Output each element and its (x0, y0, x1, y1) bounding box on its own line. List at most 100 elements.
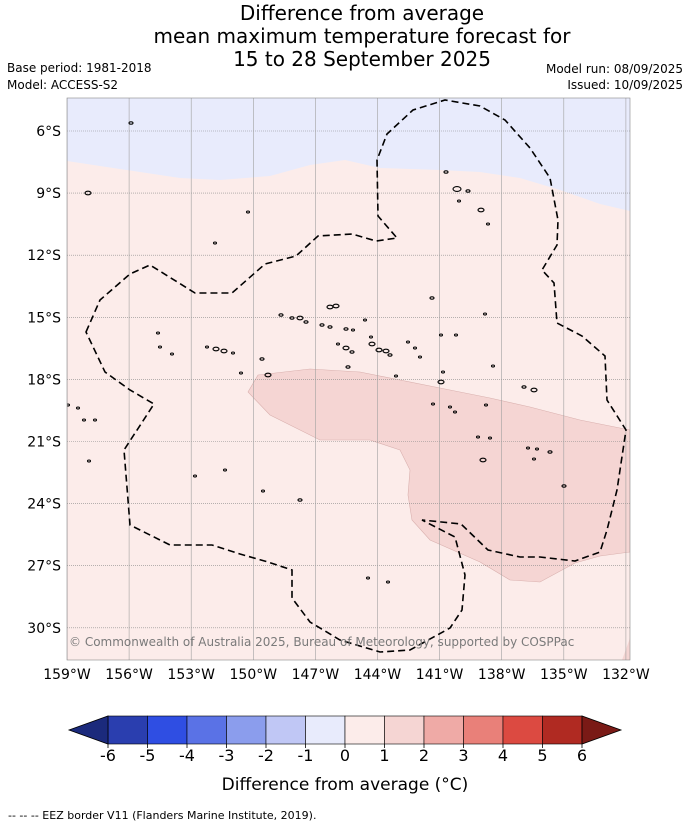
island-outline (429, 296, 435, 300)
colorbar-over-arrow (581, 715, 623, 745)
longitude-label: 138°W (478, 667, 526, 683)
longitude-label: 150°W (230, 667, 278, 683)
colorbar: -6 -5 -4 -3 -2 -1 0 1 2 3 4 5 6 Difference from aver… (67, 715, 623, 795)
latitude-labels: 6°S 9°S 12°S 15°S 18°S 21°S 24°S 27°S 30°S (27, 124, 61, 637)
island-outline (368, 341, 376, 347)
island-outline (342, 345, 350, 351)
island-outline (345, 365, 351, 369)
island-outline (477, 207, 485, 213)
longitude-label: 132°W (602, 667, 650, 683)
colorbar-tick-label: -1 (298, 746, 314, 765)
eez-footnote: -- -- -- EEZ border V11 (Flanders Marine… (8, 809, 317, 822)
colorbar-swatch (423, 715, 464, 745)
latitude-label: 12°S (27, 248, 61, 264)
model-run-label: Model run: 08/09/2025 (545, 62, 683, 76)
island-outline (343, 327, 349, 331)
island-outline (303, 320, 309, 324)
colorbar-tick-label: -2 (258, 746, 274, 765)
island-outline (530, 387, 538, 393)
island-outline (483, 403, 489, 407)
island-outline (440, 370, 446, 374)
island-outline (531, 457, 537, 461)
island-outline (438, 333, 444, 337)
island-outline (487, 436, 493, 440)
colorbar-swatch (186, 715, 227, 745)
colorbar-swatch (502, 715, 543, 745)
island-outline (452, 186, 462, 192)
model-label: Model: ACCESS-S2 (7, 78, 119, 92)
island-outline (92, 418, 98, 422)
longitude-label: 159°W (43, 667, 91, 683)
latitude-label: 30°S (27, 621, 61, 637)
island-outline (204, 345, 210, 349)
island-outline (75, 406, 81, 410)
island-outline (212, 346, 220, 352)
island-outline (482, 312, 488, 316)
island-outline (230, 351, 236, 355)
colorbar-tick-label: -5 (140, 746, 156, 765)
island-outline (387, 353, 393, 357)
island-outline (490, 364, 496, 368)
longitude-label: 156°W (105, 667, 153, 683)
island-outline (561, 484, 567, 488)
island-outline (362, 318, 368, 322)
island-outline (525, 446, 531, 450)
colorbar-swatch (384, 715, 425, 745)
island-outline (412, 346, 418, 350)
island-outline (335, 342, 341, 346)
base-period-label: Base period: 1981-2018 (7, 61, 152, 75)
island-outline (81, 418, 87, 422)
island-outline (84, 190, 92, 196)
latitude-label: 9°S (36, 186, 61, 202)
island-outline (192, 474, 198, 478)
colorbar-swatch (226, 715, 267, 745)
colorbar-tick-label: -4 (179, 746, 195, 765)
colorbar-tick-label: -6 (100, 746, 116, 765)
island-outline (350, 328, 356, 332)
island-outline (297, 498, 303, 502)
colorbar-swatches (107, 715, 583, 745)
colorbar-tick-label: 4 (498, 746, 508, 765)
island-outline (368, 335, 374, 339)
colorbar-tick-label: 2 (419, 746, 429, 765)
colorbar-tick-labels: -6 -5 -4 -3 -2 -1 0 1 2 3 4 5 6 (100, 744, 587, 765)
island-outline (169, 352, 175, 356)
latitude-label: 27°S (27, 559, 61, 575)
colorbar-tick-label: 5 (537, 746, 547, 765)
island-outline (443, 170, 449, 174)
island-outline (67, 403, 71, 407)
island-outline (365, 576, 371, 580)
latitude-label: 18°S (27, 372, 61, 388)
island-outline (547, 450, 553, 454)
longitude-label: 135°W (540, 667, 588, 683)
longitude-label: 144°W (354, 667, 402, 683)
island-outline (465, 189, 471, 193)
island-outline (222, 468, 228, 472)
island-outline (238, 371, 244, 375)
latitude-label: 15°S (27, 310, 61, 326)
island-outline (327, 325, 333, 329)
longitude-label: 153°W (167, 667, 215, 683)
island-outline (417, 355, 423, 359)
colorbar-tick-label: 0 (340, 746, 350, 765)
island-outline (128, 121, 134, 125)
colorbar-swatch (463, 715, 504, 745)
island-outline (260, 489, 266, 493)
island-outline (375, 347, 383, 353)
island-outline (155, 331, 161, 335)
anomaly-region-minus-1-to-0 (67, 98, 630, 211)
colorbar-swatch (344, 715, 385, 745)
eez-border-french-polynesia (85, 99, 627, 653)
island-outline (447, 405, 453, 409)
longitude-label: 147°W (292, 667, 340, 683)
colorbar-title: Difference from average (°C) (222, 775, 469, 795)
colorbar-swatch (147, 715, 188, 745)
island-outline (245, 210, 251, 214)
colorbar-swatch (305, 715, 346, 745)
colorbar-tick-label: 6 (577, 746, 587, 765)
colorbar-tick-label: 3 (458, 746, 468, 765)
island-outline (319, 323, 325, 327)
latitude-label: 6°S (36, 124, 61, 140)
island-outline (259, 357, 265, 361)
